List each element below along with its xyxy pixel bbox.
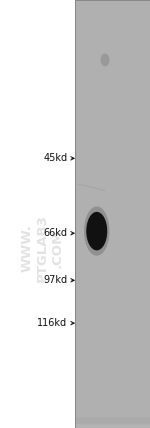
Bar: [75, 421, 150, 427]
Bar: [75, 422, 150, 428]
Bar: [75, 420, 150, 426]
Bar: [75, 420, 150, 427]
Bar: [75, 419, 150, 425]
Bar: [75, 418, 150, 424]
Bar: [75, 422, 150, 428]
Bar: [75, 420, 150, 426]
Bar: [75, 421, 150, 427]
Bar: [75, 421, 150, 427]
Bar: [75, 416, 150, 423]
Bar: [75, 421, 150, 427]
Bar: [75, 419, 150, 425]
Bar: [75, 421, 150, 428]
Bar: [75, 422, 150, 428]
Bar: [75, 422, 150, 428]
Bar: [75, 416, 150, 423]
Bar: [75, 419, 150, 425]
Bar: [75, 417, 150, 423]
Bar: [75, 418, 150, 424]
Bar: [75, 418, 150, 424]
Text: 97kd: 97kd: [43, 275, 68, 285]
Bar: [75, 419, 150, 425]
Bar: [75, 417, 150, 423]
Bar: [75, 421, 150, 427]
Ellipse shape: [100, 54, 109, 66]
Bar: [75, 421, 150, 427]
Bar: [75, 418, 150, 424]
Ellipse shape: [86, 212, 107, 250]
Bar: [75, 421, 150, 427]
Bar: [75, 417, 150, 423]
Bar: [75, 420, 150, 426]
Bar: [75, 417, 150, 424]
Bar: [75, 417, 150, 423]
Bar: [75, 421, 150, 427]
Bar: [75, 419, 150, 426]
Bar: [75, 419, 150, 425]
Bar: [75, 418, 150, 424]
Bar: [75, 418, 150, 425]
Bar: [75, 418, 150, 425]
Bar: [75, 0, 150, 428]
Bar: [75, 422, 150, 428]
Bar: [75, 418, 150, 424]
Bar: [75, 421, 150, 427]
Bar: [75, 419, 150, 425]
Bar: [75, 419, 150, 425]
Bar: [75, 422, 150, 428]
Bar: [75, 419, 150, 425]
Bar: [75, 419, 150, 425]
Bar: [75, 417, 150, 423]
Bar: [75, 419, 150, 425]
Text: 66kd: 66kd: [44, 228, 68, 238]
Bar: [75, 418, 150, 424]
Bar: [75, 421, 150, 428]
Bar: [75, 419, 150, 425]
Bar: [75, 417, 150, 423]
Text: 116kd: 116kd: [37, 318, 68, 328]
Bar: [75, 421, 150, 428]
Bar: [75, 420, 150, 426]
Bar: [75, 419, 150, 425]
Bar: [75, 420, 150, 426]
Text: WWW.
PTGLAB3
.COM: WWW. PTGLAB3 .COM: [21, 214, 63, 282]
Bar: [75, 418, 150, 424]
Bar: [75, 417, 150, 424]
Bar: [75, 417, 150, 424]
Bar: [75, 418, 150, 424]
Bar: [75, 420, 150, 426]
Bar: [75, 419, 150, 426]
Bar: [75, 422, 150, 428]
Bar: [75, 419, 150, 426]
Bar: [75, 420, 150, 427]
Bar: [75, 419, 150, 425]
Bar: [75, 418, 150, 425]
Bar: [75, 418, 150, 424]
Text: 45kd: 45kd: [43, 153, 68, 163]
Bar: [75, 420, 150, 426]
Ellipse shape: [84, 207, 110, 256]
Bar: [75, 0, 150, 428]
Bar: [75, 419, 150, 425]
Bar: [75, 417, 150, 423]
Bar: [75, 421, 150, 427]
Bar: [75, 419, 150, 425]
Bar: [75, 416, 150, 423]
Bar: [75, 420, 150, 426]
Bar: [75, 420, 150, 426]
Bar: [75, 420, 150, 427]
Bar: [75, 417, 150, 423]
Bar: [75, 417, 150, 423]
Bar: [75, 419, 150, 426]
Bar: [75, 419, 150, 425]
